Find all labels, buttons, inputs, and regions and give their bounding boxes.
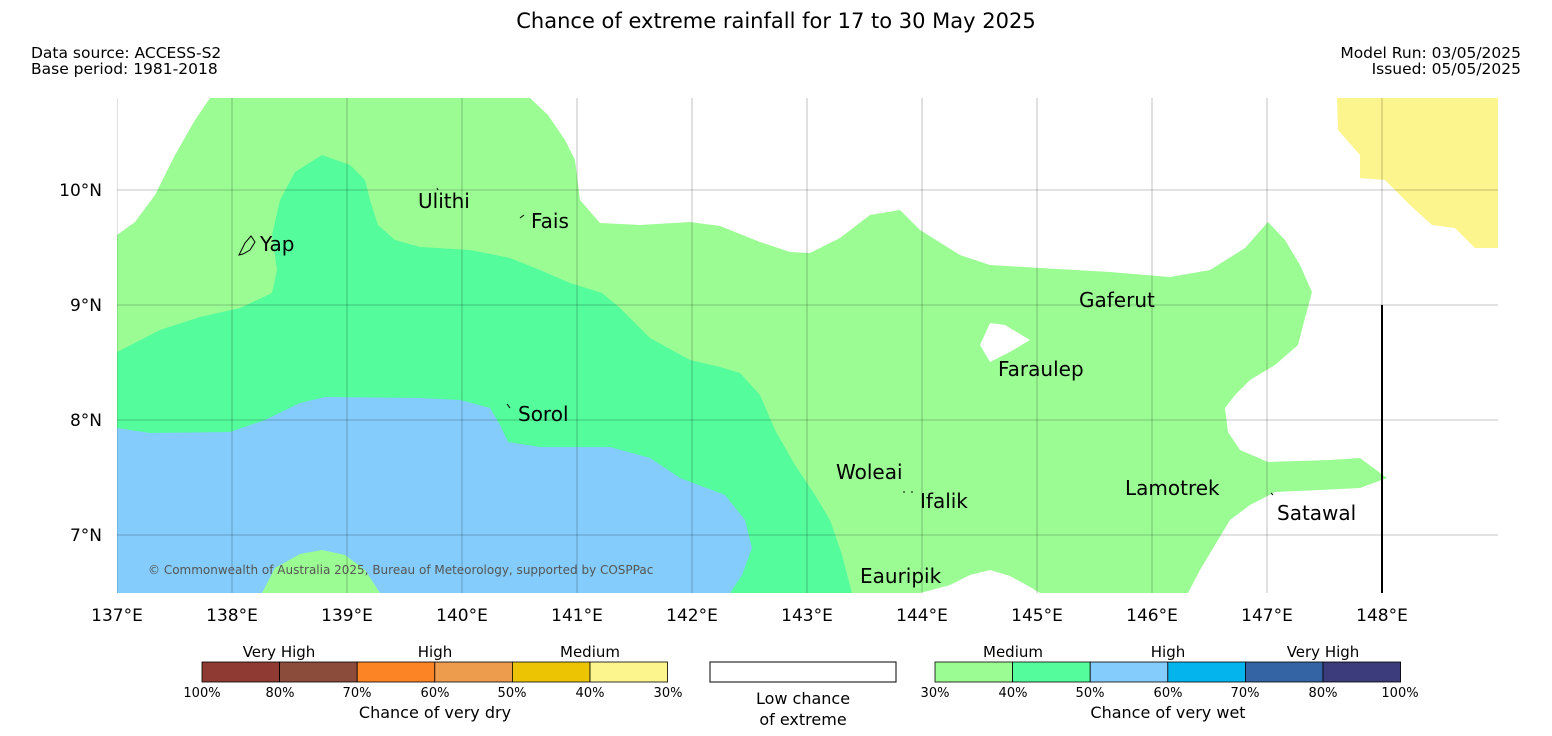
fais-island-shape [519, 214, 525, 219]
legend-wet-tick-80: 80% [1309, 686, 1338, 701]
legend-wet-swatch-1 [1012, 661, 1091, 683]
lat-label-7n: 7°N [70, 526, 102, 546]
region-dry-30-40 [1337, 98, 1498, 248]
legend-wet-swatch-3 [1167, 661, 1246, 683]
island-shapes [238, 187, 1274, 496]
region-medium-bottom [262, 550, 380, 593]
metadata-right: Model Run: 03/05/2025 Issued: 05/05/2025 [1340, 45, 1521, 77]
base-period-text: Base period: 1981-2018 [31, 60, 218, 78]
lon-label-142e: 142°E [666, 606, 718, 626]
legend-dry-tick-40: 40% [576, 686, 605, 701]
legend-wet-header-high: High [1151, 643, 1185, 661]
place-label-ifalik: Ifalik [920, 489, 968, 513]
sorol-island-shape [506, 403, 511, 409]
legend-dry-tick-70: 70% [343, 686, 372, 701]
legend-dry-tick-80: 80% [266, 686, 295, 701]
legend-wet-tick-50: 50% [1076, 686, 1105, 701]
lon-label-137e: 137°E [91, 606, 143, 626]
legend-wet-header-medium: Medium [983, 643, 1043, 661]
lon-label-139e: 139°E [321, 606, 373, 626]
lon-label-144e: 144°E [896, 606, 948, 626]
place-label-lamotrek: Lamotrek [1125, 476, 1220, 500]
lon-label-143e: 143°E [781, 606, 833, 626]
legend-low-line1: Low chance [756, 689, 850, 708]
legend-wet-swatches [934, 661, 1401, 683]
lat-label-8n: 8°N [70, 411, 102, 431]
yap-island-shape [238, 235, 256, 256]
legend-dry-tick-30: 30% [654, 686, 683, 701]
region-low-hole [980, 323, 1030, 362]
lon-label-146e: 146°E [1126, 606, 1178, 626]
graticule [117, 98, 1498, 593]
region-high-50-60 [117, 397, 752, 593]
legend-wet-tick-70: 70% [1231, 686, 1260, 701]
legend-dry-swatch-5 [589, 661, 668, 683]
legend-wet-swatch-5 [1322, 661, 1401, 683]
legend-dry-header-high: High [418, 643, 452, 661]
legend-wet-swatch-2 [1089, 661, 1169, 683]
legend-wet-tick-60: 60% [1154, 686, 1183, 701]
legend-wet: Medium High Very High 30% 40% 50% 60% 70… [921, 643, 1419, 722]
legend-wet-tick-40: 40% [999, 686, 1028, 701]
legend-dry-swatch-1 [279, 661, 358, 683]
legend-dry-tick-100: 100% [183, 686, 220, 701]
legend-dry: Very High High Medium 100% 80% 70% 60% 5… [183, 643, 682, 722]
copyright-text: © Commonwealth of Australia 2025, Bureau… [148, 563, 653, 577]
lon-label-148e: 148°E [1356, 606, 1408, 626]
region-low-bottom-1 [920, 570, 1040, 593]
ulithi-island-shape [436, 187, 439, 191]
lon-label-145e: 145°E [1011, 606, 1063, 626]
lon-label-141e: 141°E [551, 606, 603, 626]
place-label-satawal: Satawal [1277, 501, 1356, 525]
place-label-sorol: Sorol [518, 402, 569, 426]
lat-label-9n: 9°N [70, 296, 102, 316]
lat-label-10n: 10°N [59, 181, 102, 201]
metadata-left: Data source: ACCESS-S2 Base period: 1981… [31, 45, 221, 77]
issued-text: Issued: 05/05/2025 [1371, 60, 1521, 78]
lon-label-138e: 138°E [206, 606, 258, 626]
legend-low-line2: of extreme [759, 710, 846, 729]
model-run-text: Model Run: 03/05/2025 [1340, 44, 1521, 62]
legend-dry-swatch-0 [201, 661, 280, 683]
probability-map: Yap Ulithi Fais Sorol Gaferut Faraulep W… [117, 98, 1498, 593]
legend-wet-header-very-high: Very High [1287, 643, 1360, 661]
map-title: Chance of extreme rainfall for 17 to 30 … [516, 9, 1036, 33]
legend-dry-caption: Chance of very dry [359, 703, 511, 722]
satawal-island-shape [1270, 492, 1274, 496]
legend-dry-swatch-4 [512, 661, 591, 683]
legend-low: Low chance of extreme [709, 661, 897, 729]
lon-label-140e: 140°E [436, 606, 488, 626]
legend-wet-tick-30: 30% [921, 686, 950, 701]
legend-dry-header-medium: Medium [560, 643, 620, 661]
place-label-gaferut: Gaferut [1079, 288, 1155, 312]
place-label-woleai: Woleai [836, 460, 903, 484]
legend-dry-swatches [201, 661, 668, 683]
data-source-text: Data source: ACCESS-S2 [31, 44, 222, 62]
legend-dry-tick-50: 50% [498, 686, 527, 701]
place-label-ulithi: Ulithi [418, 189, 470, 213]
legend-dry-header-very-high: Very High [243, 643, 316, 661]
legend-dry-tick-60: 60% [421, 686, 450, 701]
lon-label-147e: 147°E [1241, 606, 1293, 626]
place-label-faraulep: Faraulep [998, 357, 1084, 381]
legend-dry-swatch-3 [434, 661, 513, 683]
legend-low-swatch [709, 661, 897, 683]
legend-wet-swatch-0 [934, 661, 1013, 683]
place-label-yap: Yap [259, 232, 294, 256]
legend-dry-swatch-2 [356, 661, 436, 683]
legend-wet-swatch-4 [1245, 661, 1324, 683]
place-label-fais: Fais [531, 209, 569, 233]
legend-wet-caption: Chance of very wet [1090, 703, 1245, 722]
place-label-eauripik: Eauripik [860, 564, 942, 588]
legend-wet-tick-100: 100% [1381, 686, 1418, 701]
